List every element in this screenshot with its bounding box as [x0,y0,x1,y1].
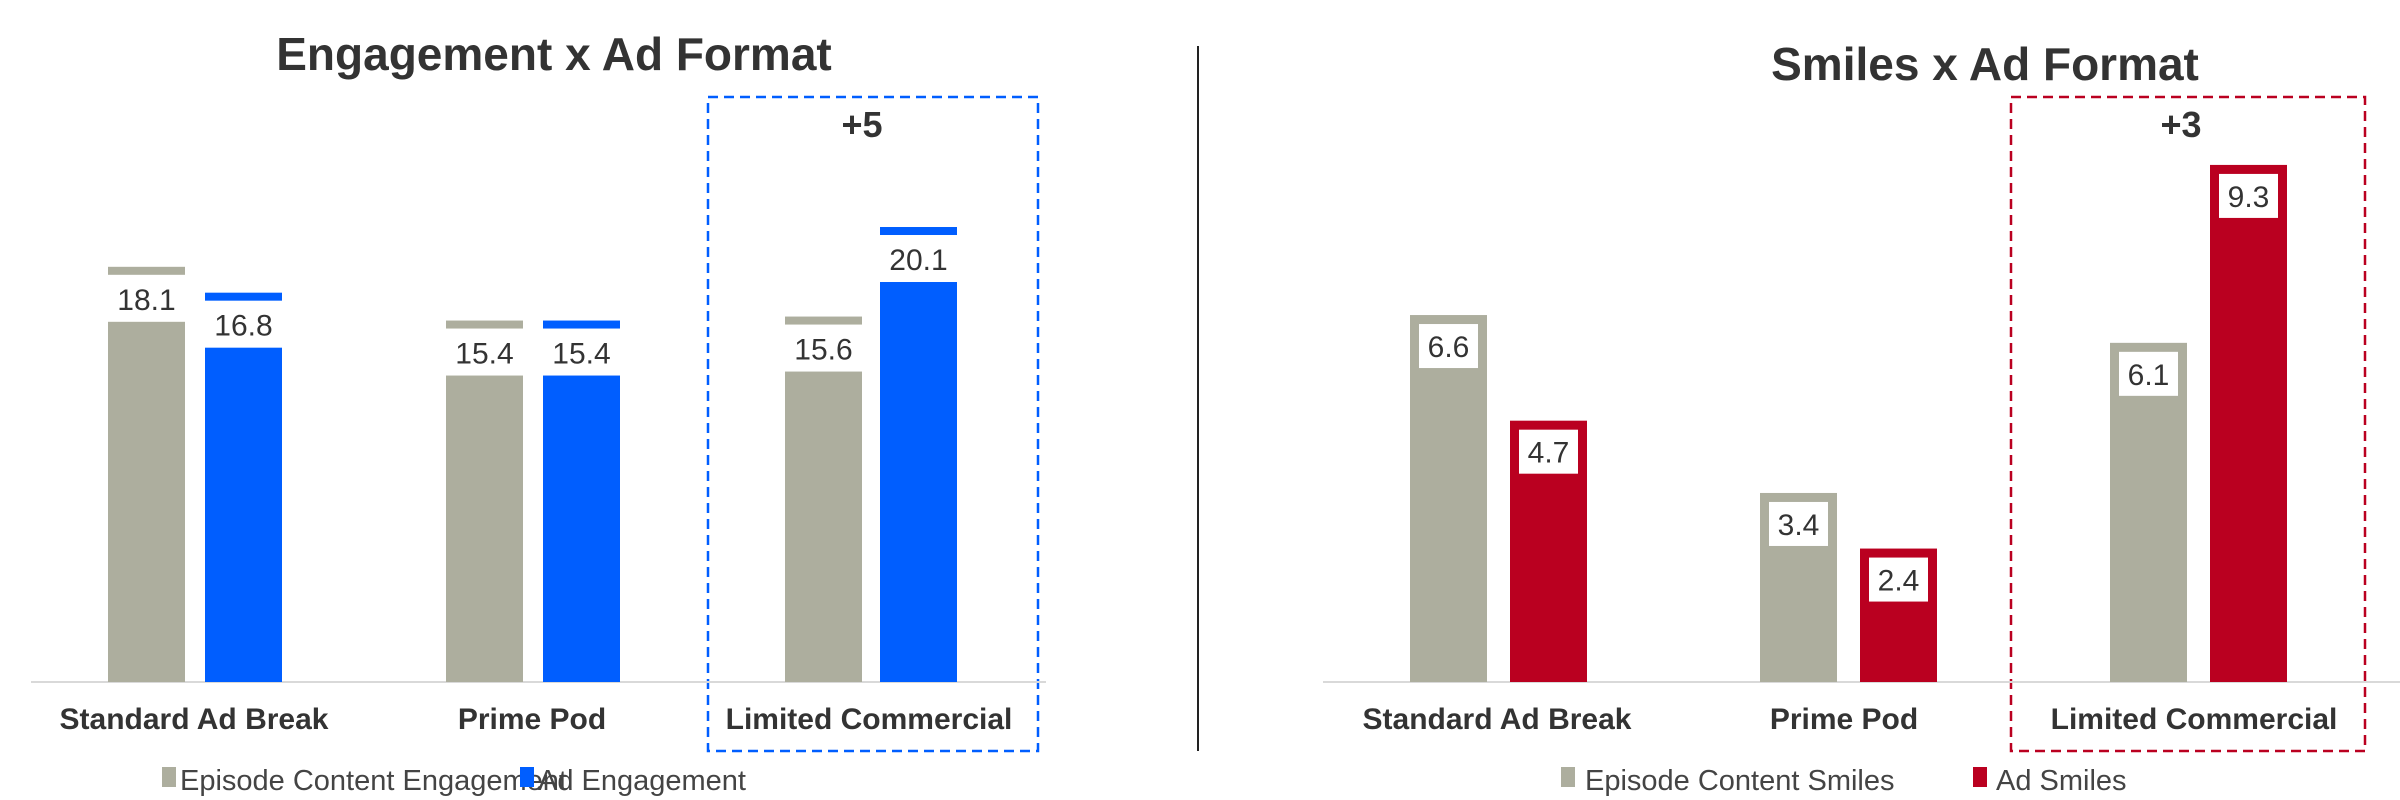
data-label: 3.4 [1778,509,1820,542]
chart-title: Smiles x Ad Format [1771,38,2199,90]
data-label: 15.4 [552,338,610,371]
data-label-box [1419,324,1478,369]
delta-annotation: +3 [2160,104,2201,145]
category-label: Standard Ad Break [60,703,329,736]
data-label: 6.6 [1428,331,1470,364]
highlight-box [706,95,1040,753]
data-label: 6.1 [2128,359,2170,392]
data-label: 18.1 [117,284,175,317]
bar-cap [785,316,862,325]
legend-label: Ad Engagement [538,765,746,797]
legend-swatch [520,767,534,787]
data-label-box [1869,557,1928,602]
delta-annotation: +5 [841,104,882,145]
legend-swatch [162,767,176,787]
category-label: Prime Pod [458,703,606,736]
highlight-box [2009,95,2367,753]
bar [108,321,185,682]
data-label-box [1769,501,1828,546]
bar [2110,342,2187,682]
data-label-box [2219,173,2278,218]
category-label: Limited Commercial [2051,703,2338,736]
category-label: Limited Commercial [726,703,1013,736]
bar [446,375,523,682]
smiles-chart: Smiles x Ad Format +3 6.6 3.4 6.1 Episode C… [1323,38,2400,797]
data-label: 2.4 [1878,565,1920,598]
category-label: Prime Pod [1770,703,1918,736]
bar-cap [205,292,282,301]
data-label-box [1519,429,1578,474]
data-label-box [2119,351,2178,396]
data-label: 15.6 [794,334,852,367]
bar [205,347,282,682]
bar-cap [543,320,620,329]
legend-label: Ad Smiles [1996,765,2127,797]
bar [2210,164,2287,683]
bar-cap [108,266,185,275]
data-label: 20.1 [889,244,947,277]
legend-label: Episode Content Smiles [1585,765,1895,797]
bar-cap [880,227,957,236]
category-label: Standard Ad Break [1363,703,1632,736]
data-label: 4.7 [1528,437,1570,470]
legend-label: Episode Content Engagement [180,765,567,797]
bar [880,282,957,682]
data-label: 16.8 [214,310,272,343]
chart-title: Engagement x Ad Format [276,28,831,80]
bar [543,375,620,682]
bar [785,371,862,682]
legend-swatch [1561,767,1575,787]
bar-cap [446,320,523,329]
engagement-chart: Engagement x Ad Format +5 18.1 15.4 15.6 Ep… [31,28,1046,797]
legend-swatch [1973,767,1987,787]
data-label: 15.4 [455,338,513,371]
bar [1410,315,1487,682]
data-label: 9.3 [2228,181,2270,214]
